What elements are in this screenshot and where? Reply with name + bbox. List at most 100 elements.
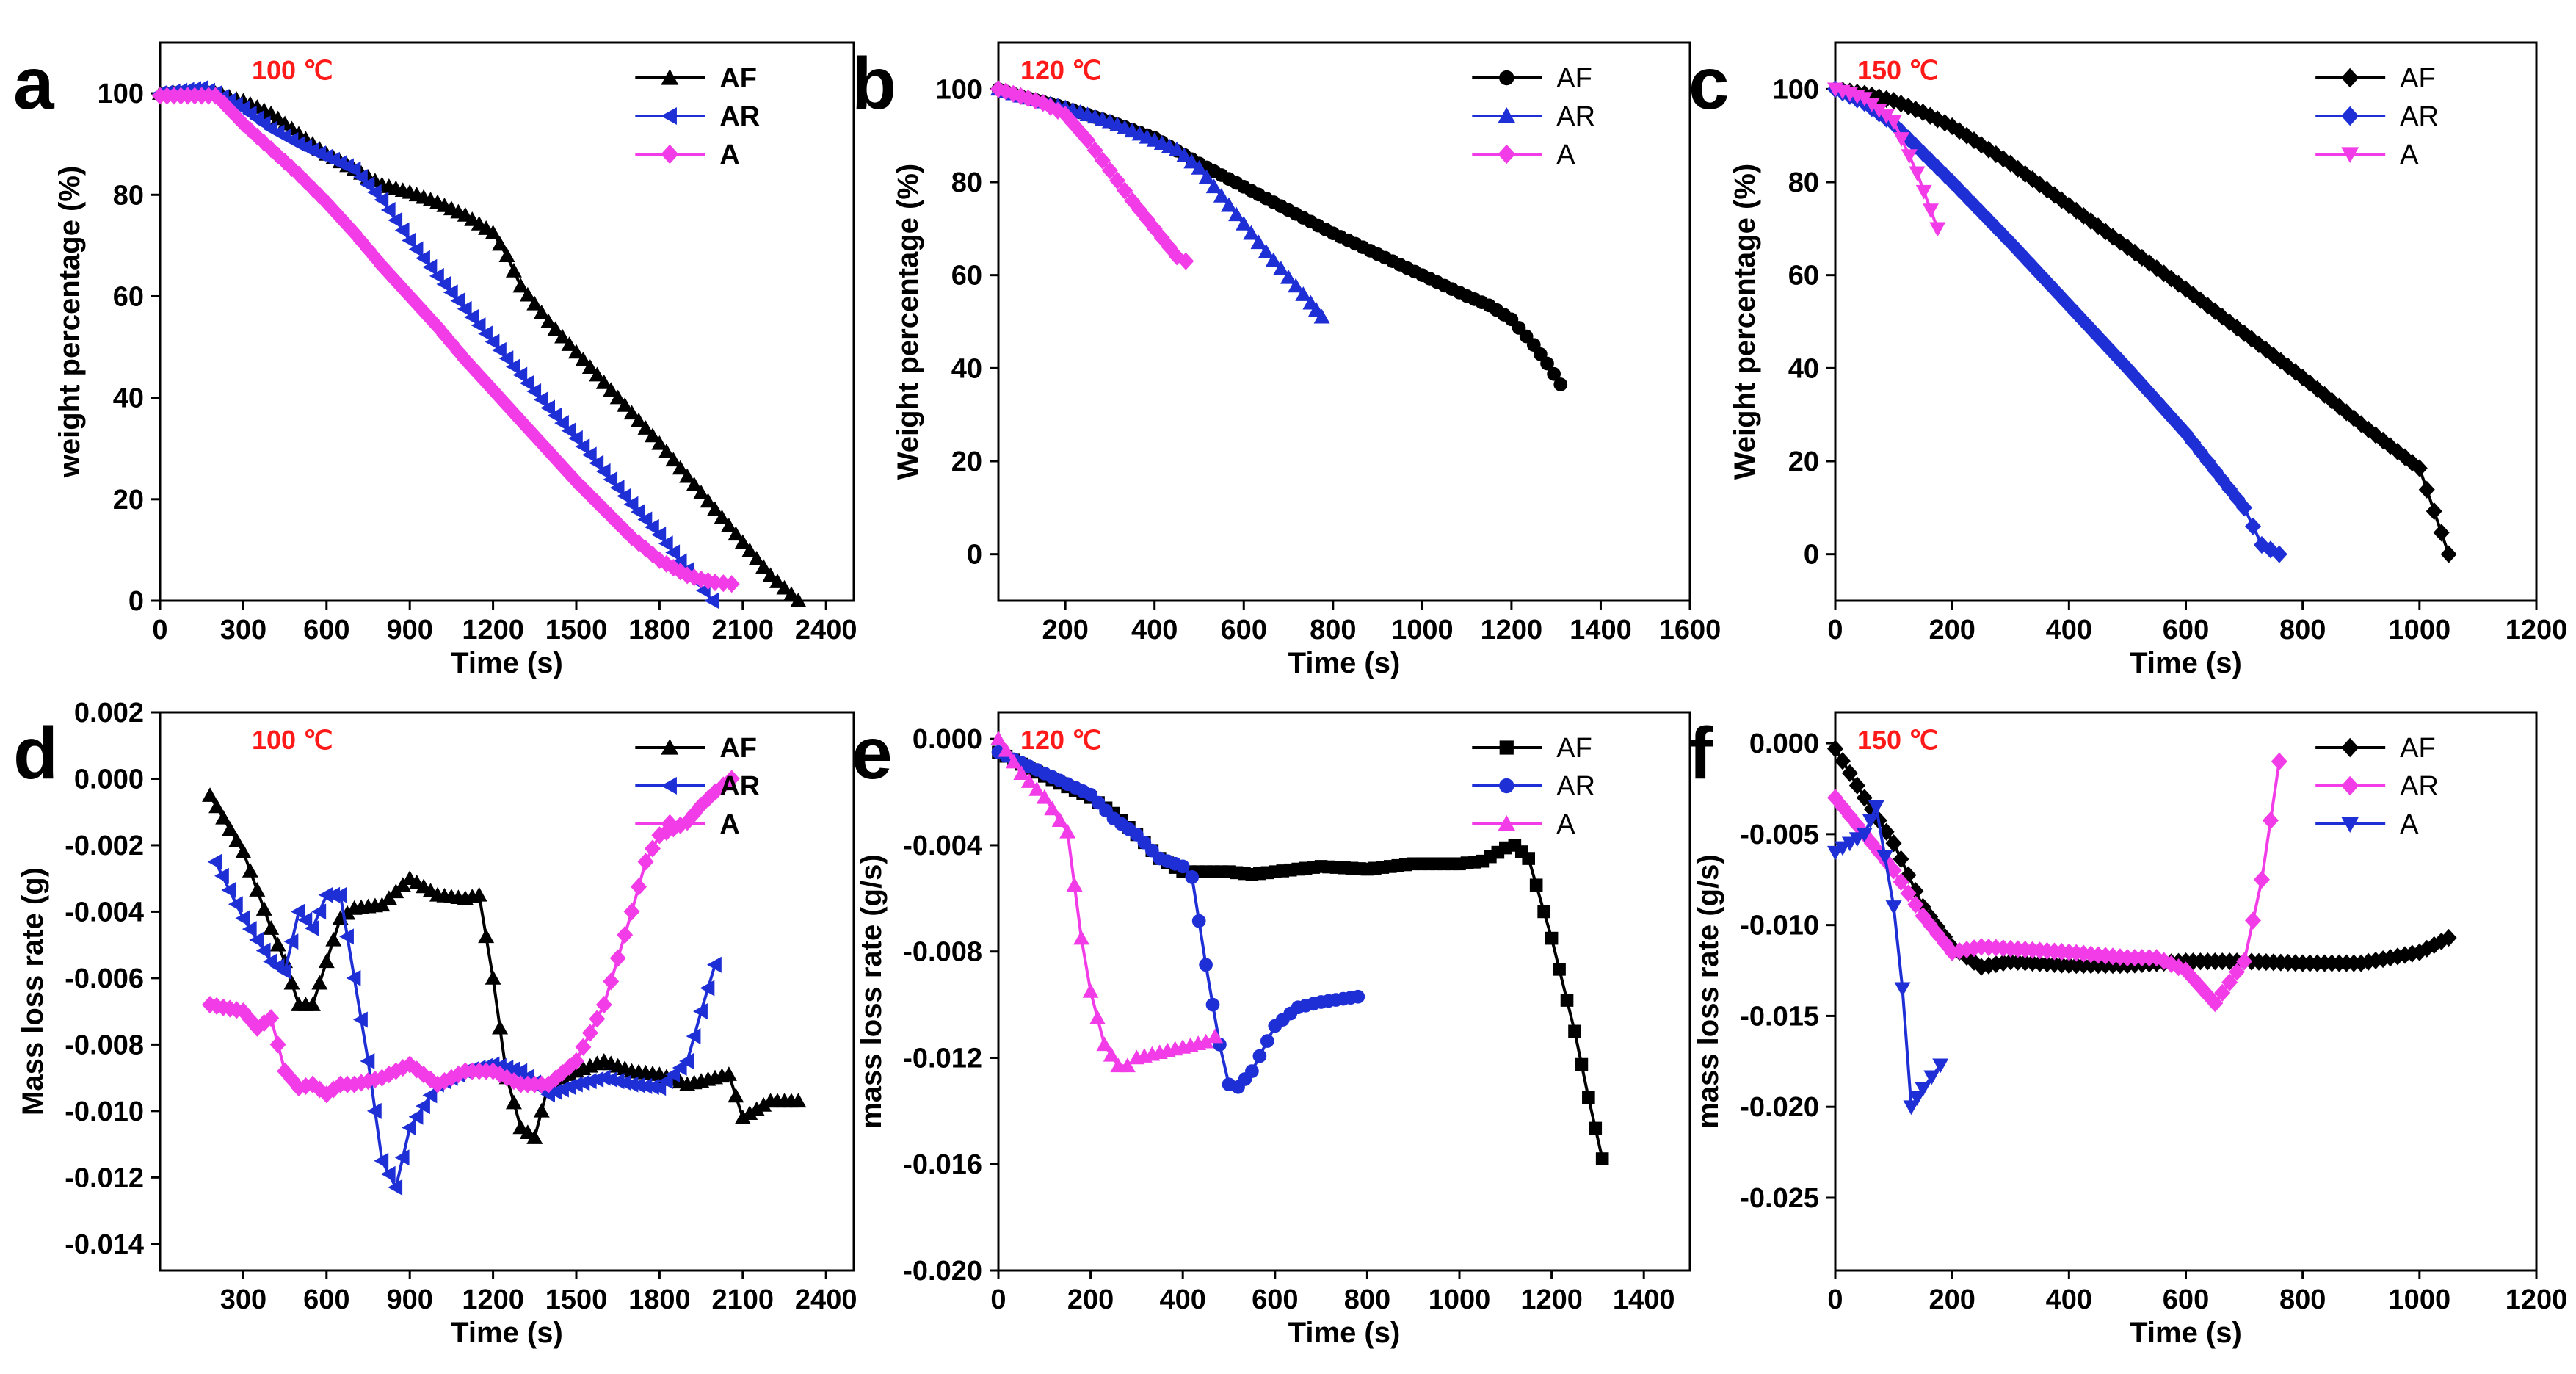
x-tick-label: 200 bbox=[1067, 1284, 1114, 1315]
y-tick-label: 0.000 bbox=[74, 764, 144, 795]
x-tick-label: 2400 bbox=[795, 615, 857, 646]
data-point bbox=[492, 1019, 509, 1035]
series-line bbox=[1835, 87, 2280, 556]
data-point bbox=[595, 1069, 611, 1086]
x-tick-label: 600 bbox=[303, 1284, 349, 1315]
data-point bbox=[561, 422, 576, 439]
data-point bbox=[353, 1074, 370, 1092]
data-point bbox=[637, 853, 654, 871]
data-point bbox=[769, 574, 786, 588]
data-point bbox=[755, 1096, 772, 1112]
legend-marker bbox=[2341, 775, 2359, 796]
data-point bbox=[1903, 1100, 1920, 1116]
x-tick-label: 600 bbox=[303, 615, 349, 646]
data-point bbox=[1205, 178, 1222, 194]
data-point bbox=[1245, 1064, 1259, 1078]
data-point bbox=[609, 389, 626, 405]
data-point bbox=[2221, 973, 2238, 991]
temperature-label: 100 ℃ bbox=[252, 55, 333, 85]
data-point bbox=[1827, 740, 1843, 758]
data-point bbox=[1280, 269, 1297, 284]
data-point bbox=[2031, 176, 2048, 194]
data-point bbox=[492, 341, 507, 358]
data-point bbox=[728, 526, 744, 541]
y-tick-label: 0 bbox=[128, 586, 144, 617]
data-point bbox=[1545, 931, 1559, 945]
data-point bbox=[492, 236, 509, 251]
data-point bbox=[658, 1073, 673, 1090]
data-point bbox=[617, 1074, 631, 1091]
series-a bbox=[152, 87, 740, 593]
data-point bbox=[1103, 1046, 1120, 1062]
chart-panel-d: 300 600 900 1200 1500 1800 2100 2400 -0.014 -0.01… bbox=[13, 698, 857, 1349]
legend: AF AR A bbox=[635, 63, 760, 170]
data-point bbox=[2418, 480, 2435, 499]
data-point bbox=[1575, 1057, 1589, 1071]
plot-frame bbox=[159, 41, 855, 602]
data-point bbox=[2141, 383, 2158, 402]
data-point bbox=[623, 903, 640, 921]
data-point bbox=[665, 1066, 681, 1083]
data-point bbox=[242, 863, 258, 878]
data-point bbox=[581, 446, 597, 463]
data-point bbox=[734, 1109, 751, 1124]
data-point bbox=[402, 1119, 416, 1136]
series-ar bbox=[1827, 80, 2287, 563]
data-point bbox=[1871, 104, 1887, 118]
data-point bbox=[2177, 280, 2194, 298]
data-point bbox=[1313, 308, 1330, 324]
data-point bbox=[269, 936, 286, 952]
series-line bbox=[997, 738, 1216, 1068]
data-point bbox=[2353, 415, 2370, 433]
data-point bbox=[366, 1102, 382, 1119]
data-point bbox=[283, 933, 299, 950]
y-tick-label: -0.020 bbox=[1740, 1092, 1819, 1123]
y-tick-label: -0.010 bbox=[65, 1096, 144, 1127]
y-tick-label: -0.008 bbox=[65, 1030, 144, 1060]
data-point bbox=[561, 336, 578, 351]
data-point bbox=[679, 566, 696, 585]
series-af bbox=[1827, 740, 2457, 976]
data-point bbox=[581, 1024, 598, 1042]
data-point bbox=[471, 317, 486, 334]
data-point bbox=[990, 731, 1006, 745]
y-axis-label: mass loss rate (g/s) bbox=[1692, 854, 1724, 1129]
data-point bbox=[644, 839, 661, 858]
legend-marker bbox=[661, 107, 677, 125]
data-point bbox=[2396, 448, 2413, 466]
data-point bbox=[589, 493, 606, 512]
data-point bbox=[2155, 264, 2172, 283]
data-point bbox=[1197, 1033, 1214, 1049]
data-point bbox=[2245, 911, 2262, 930]
data-point bbox=[2097, 223, 2114, 241]
data-point bbox=[429, 267, 444, 284]
panel-letter: e bbox=[852, 712, 893, 795]
data-point bbox=[1827, 789, 1843, 807]
data-point bbox=[1191, 160, 1208, 175]
data-point bbox=[1161, 238, 1178, 256]
legend-marker bbox=[661, 777, 677, 795]
data-point bbox=[436, 276, 451, 293]
data-point bbox=[1096, 1036, 1113, 1052]
temperature-label: 100 ℃ bbox=[252, 725, 333, 755]
data-point bbox=[380, 1165, 396, 1182]
data-point bbox=[485, 381, 501, 399]
data-point bbox=[1207, 1028, 1224, 1044]
data-point bbox=[374, 1152, 389, 1169]
data-point bbox=[1351, 989, 1365, 1004]
data-point bbox=[1893, 872, 1909, 891]
data-point bbox=[388, 1179, 403, 1196]
data-point bbox=[1894, 982, 1911, 997]
data-point bbox=[2053, 191, 2070, 209]
x-tick-label: 1000 bbox=[1429, 1284, 1491, 1315]
data-point bbox=[2039, 181, 2056, 199]
data-point bbox=[388, 272, 404, 290]
data-point bbox=[575, 1038, 592, 1056]
data-point bbox=[2061, 196, 2078, 214]
data-point bbox=[1051, 812, 1068, 827]
data-point bbox=[1213, 188, 1230, 203]
data-point bbox=[581, 1073, 597, 1090]
data-point bbox=[394, 1058, 411, 1077]
data-point bbox=[644, 545, 661, 564]
data-point bbox=[595, 374, 612, 389]
